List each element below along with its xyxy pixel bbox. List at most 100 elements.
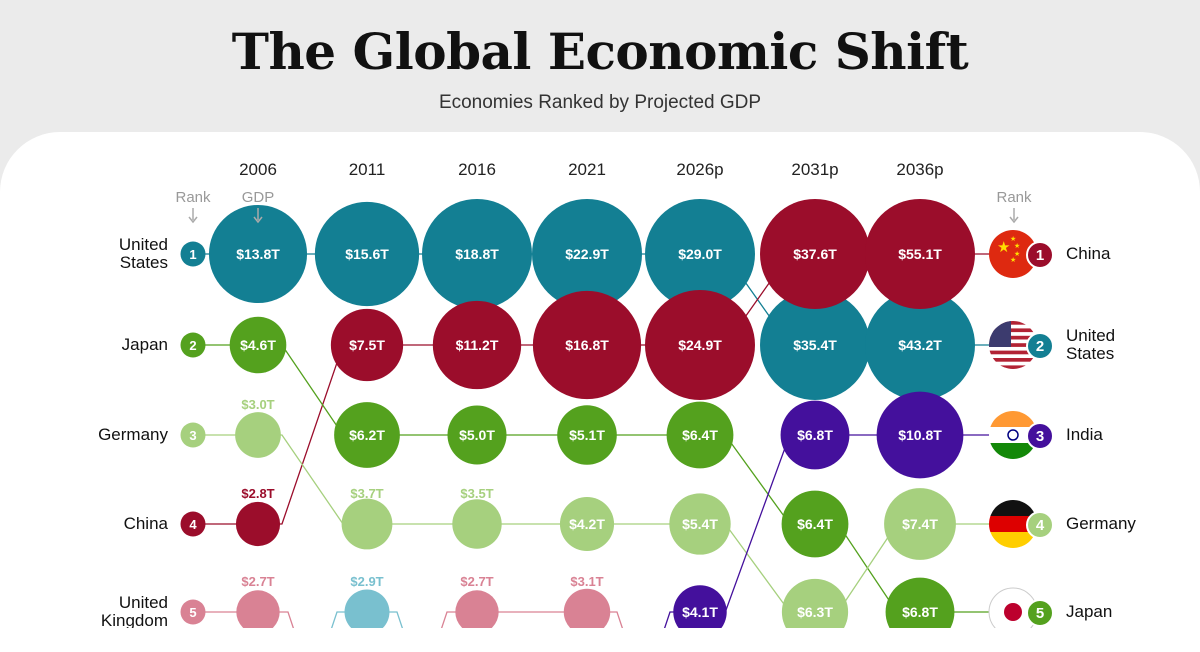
- year-label-2021: 2021: [568, 160, 606, 179]
- left-country-label-china: China: [124, 514, 169, 533]
- bubble-united-states-2016: [422, 199, 532, 309]
- germany-flag-icon: [989, 500, 1037, 548]
- year-label-2011: 2011: [349, 160, 386, 179]
- value-label-united-kingdom-2021: $3.1T: [570, 574, 603, 589]
- year-label-2031p: 2031p: [791, 160, 838, 179]
- bubble-united-states-2036p: [865, 290, 975, 400]
- right-country-label-germany: Germany: [1066, 514, 1136, 533]
- header-arrowhead-1: [253, 216, 263, 224]
- left-rank-badge-5: [180, 599, 206, 625]
- value-label-united-states-2026p: $29.0T: [678, 246, 722, 262]
- bubble-germany-2021: [559, 496, 615, 552]
- bubble-japan-2021: [557, 405, 617, 465]
- value-label-china-2036p: $55.1T: [898, 246, 942, 262]
- bubble-germany-2036p: [884, 488, 956, 560]
- bubble-japan-2006: [229, 316, 287, 374]
- value-label-china-2026p: $24.9T: [678, 337, 722, 353]
- right-country-label-china: China: [1066, 244, 1111, 263]
- right-rank-number-1: 1: [1036, 247, 1044, 264]
- right-country-label-india: India: [1066, 425, 1103, 444]
- left-rank-number-2: 2: [189, 338, 196, 353]
- value-label-germany-2031p: $6.3T: [797, 604, 833, 620]
- left-country-label-japan: Japan: [122, 335, 168, 354]
- left-rank-badge-1: [180, 241, 206, 267]
- bubble-united-states-2026p: [645, 199, 755, 309]
- value-label-japan-2006: $4.6T: [240, 337, 276, 353]
- right-rank-badge-1: [1026, 241, 1054, 269]
- bubble-japan-2016: [447, 405, 507, 465]
- value-label-germany-2006: $3.0T: [241, 397, 274, 412]
- bubble-china-2016: [432, 300, 522, 390]
- value-label-united-kingdom-2016: $2.7T: [460, 574, 493, 589]
- bubble-united-states-2031p: [760, 290, 870, 400]
- value-label-germany-2011: $3.7T: [350, 486, 383, 501]
- bubble-india-2026p: [673, 585, 727, 628]
- india-flag-icon: [989, 411, 1037, 459]
- right-rank-badge-5: [1026, 599, 1054, 627]
- bubble-japan-2011: [334, 402, 400, 468]
- value-label-united-states-2036p: $43.2T: [898, 337, 942, 353]
- rank-header-right: Rank: [996, 189, 1032, 206]
- header-arrowhead-2: [1009, 216, 1019, 224]
- value-label-japan-2026p: $6.4T: [682, 427, 718, 443]
- svg-text:★: ★: [1010, 235, 1016, 243]
- left-rank-number-3: 3: [189, 428, 196, 443]
- right-country-label-japan: Japan: [1066, 602, 1112, 621]
- value-label-germany-2021: $4.2T: [569, 516, 605, 532]
- year-label-2016: 2016: [458, 160, 496, 179]
- value-label-germany-2026p: $5.4T: [682, 516, 718, 532]
- bubble-china-2011: [330, 308, 404, 382]
- value-label-japan-2011: $6.2T: [349, 427, 385, 443]
- value-label-india-2036p: $10.8T: [898, 427, 942, 443]
- bubble-germany-2006: [235, 412, 281, 458]
- value-label-japan-2021: $5.1T: [569, 427, 605, 443]
- year-label-2006: 2006: [239, 160, 277, 179]
- bubble-japan-2026p: [666, 401, 734, 469]
- value-label-china-2021: $16.8T: [565, 337, 609, 353]
- bubble-germany-2011: [341, 498, 393, 550]
- bubble-germany-2016: [452, 499, 502, 549]
- right-rank-badge-4: [1026, 511, 1054, 539]
- left-country-label-united-kingdom: United Kingdom: [101, 593, 168, 628]
- left-rank-number-1: 1: [189, 247, 196, 262]
- year-label-2026p: 2026p: [676, 160, 723, 179]
- bubble-united-states-2021: [532, 199, 642, 309]
- right-rank-number-4: 4: [1036, 517, 1045, 534]
- bubble-united-kingdom-2006: [236, 590, 280, 628]
- bubble-united-kingdom-2021: [563, 588, 611, 628]
- bubble-india-2031p: [780, 400, 850, 470]
- value-label-japan-2016: $5.0T: [459, 427, 495, 443]
- header-arrowhead-0: [188, 216, 198, 224]
- right-rank-number-2: 2: [1036, 338, 1044, 355]
- value-label-india-2031p: $6.8T: [797, 427, 833, 443]
- value-label-china-2016: $11.2T: [456, 337, 499, 353]
- value-label-united-states-2031p: $35.4T: [793, 337, 837, 353]
- value-label-germany-2036p: $7.4T: [902, 516, 938, 532]
- value-label-germany-2016: $3.5T: [460, 486, 493, 501]
- value-label-united-states-2021: $22.9T: [565, 246, 609, 262]
- value-label-india-2026p: $4.1T: [682, 604, 718, 620]
- bubble-germany-2026p: [669, 493, 731, 555]
- value-label-japan-2036p: $6.8T: [902, 604, 938, 620]
- bubble-united-states-2006: [208, 204, 308, 304]
- right-country-label-united-states: United States: [1066, 326, 1115, 363]
- right-rank-badge-3: [1026, 422, 1054, 450]
- bubble-germany-2031p: [781, 578, 849, 628]
- bubble-japan-2031p: [781, 490, 849, 558]
- chart-title: The Global Economic Shift: [231, 22, 969, 81]
- bubble-united-kingdom-2016: [455, 590, 499, 628]
- right-rank-badge-2: [1026, 332, 1054, 360]
- left-rank-number-4: 4: [189, 517, 197, 532]
- bubble-china-2026p: [645, 290, 755, 400]
- left-rank-badge-4: [180, 511, 206, 537]
- left-country-label-united-states: United States: [119, 235, 168, 272]
- value-label-france-2011: $2.9T: [350, 574, 383, 589]
- bubble-china-2021: [532, 290, 642, 400]
- svg-text:★: ★: [1010, 256, 1016, 264]
- bump-chart: $13.8T $15.6T $18.8T $22.9T $29.0T $35.4T $43.…: [98, 160, 1136, 628]
- right-rank-number-5: 5: [1036, 605, 1044, 622]
- bubble-united-states-2011: [314, 201, 420, 307]
- value-label-united-kingdom-2006: $2.7T: [241, 574, 274, 589]
- value-label-china-2031p: $37.6T: [793, 246, 837, 262]
- bubble-france-2011: [344, 589, 390, 628]
